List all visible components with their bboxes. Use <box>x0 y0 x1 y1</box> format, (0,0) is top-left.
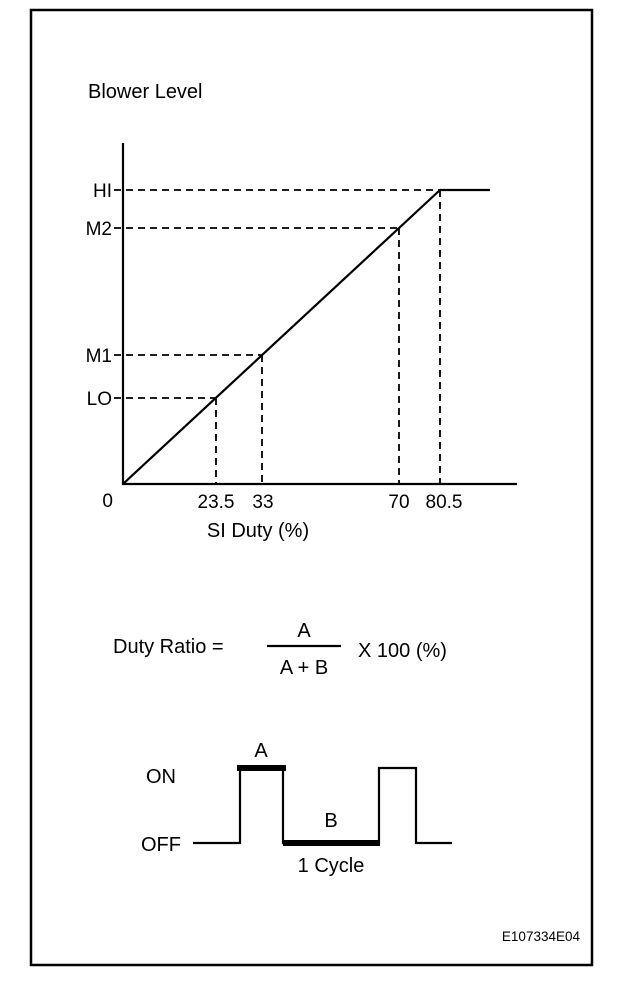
x-tick-label-80-5: 80.5 <box>426 492 463 513</box>
chart-title: Blower Level <box>88 81 203 103</box>
cycle-label: 1 Cycle <box>298 855 365 877</box>
x-tick-label-70: 70 <box>388 492 409 513</box>
formula-prefix: Duty Ratio = <box>113 636 224 658</box>
y-tick-label-m1: M1 <box>86 346 112 367</box>
segment-a-label: A <box>254 740 268 762</box>
figure-code: E107334E04 <box>502 929 581 944</box>
waveform-on-label: ON <box>146 766 176 788</box>
formula-suffix: X 100 (%) <box>358 640 447 662</box>
formula-numerator: A <box>297 620 311 642</box>
x-axis-title: SI Duty (%) <box>207 520 309 542</box>
x-tick-label-33: 33 <box>252 492 273 513</box>
segment-b-label: B <box>324 810 337 832</box>
x-tick-label-23-5: 23.5 <box>198 492 235 513</box>
blower-response-line <box>122 189 441 485</box>
y-tick-label-hi: HI <box>93 181 112 202</box>
page-border <box>29 8 594 967</box>
waveform-trace <box>193 766 452 845</box>
waveform-off-label: OFF <box>141 834 181 856</box>
formula-denominator: A + B <box>280 657 328 679</box>
origin-label: 0 <box>102 491 113 512</box>
y-tick-label-lo: LO <box>87 389 112 410</box>
y-tick-label-m2: M2 <box>86 219 112 240</box>
